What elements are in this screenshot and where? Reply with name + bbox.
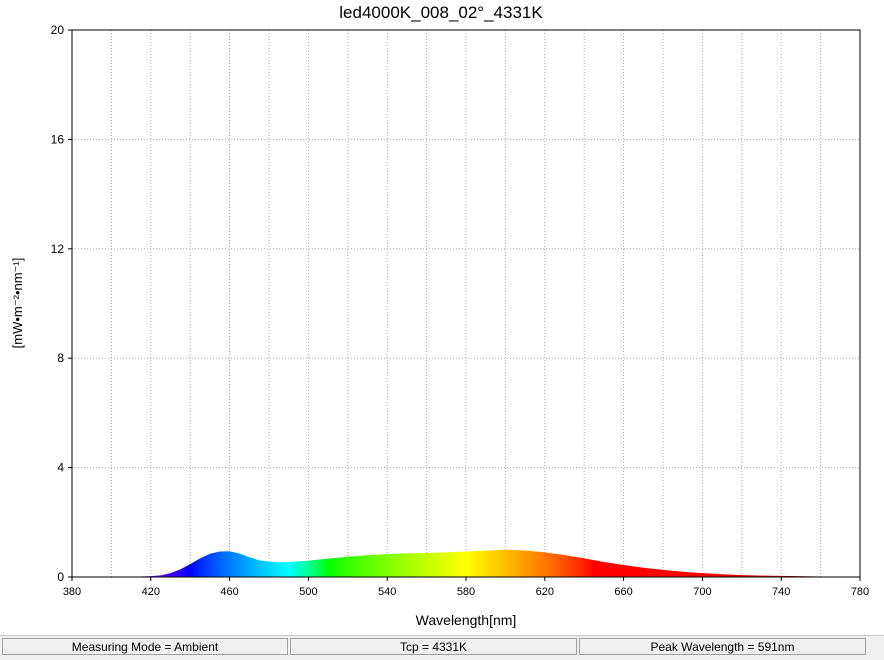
x-tick-label: 460: [220, 586, 238, 598]
y-tick-label: 16: [51, 132, 65, 146]
x-tick-label: 780: [851, 586, 869, 598]
x-tick-label: 540: [378, 586, 396, 598]
y-tick-label: 8: [57, 351, 64, 365]
y-tick-label: 12: [51, 242, 65, 256]
x-tick-label: 620: [536, 586, 554, 598]
y-axis-label: [mW•m⁻²•nm⁻¹]: [10, 258, 25, 349]
status-tcp: Tcp = 4331K: [290, 638, 577, 655]
status-bar: Measuring Mode = Ambient Tcp = 4331K Pea…: [0, 635, 884, 660]
x-tick-label: 580: [457, 586, 475, 598]
y-tick-label: 0: [57, 570, 64, 584]
grid: [72, 30, 860, 577]
x-tick-label: 740: [772, 586, 790, 598]
x-tick-label: 660: [614, 586, 632, 598]
x-tick-label: 420: [142, 586, 160, 598]
status-peak-wavelength: Peak Wavelength = 591nm: [579, 638, 866, 655]
x-tick-label: 700: [693, 586, 711, 598]
y-tick-label: 20: [51, 23, 65, 37]
x-axis-label: Wavelength[nm]: [416, 612, 517, 628]
x-tick-label: 500: [299, 586, 317, 598]
y-axis: 0 4 8 12 16 20: [51, 23, 72, 584]
spectrum-area: [72, 549, 860, 577]
status-measuring-mode: Measuring Mode = Ambient: [2, 638, 288, 655]
spectrum-chart: led4000K_008_02°_4331K 380 420 460 500 540 58…: [10, 3, 869, 628]
y-tick-label: 4: [57, 461, 64, 475]
x-axis: 380 420 460 500 540 580 620 660 700 740 780: [63, 577, 869, 598]
chart-title: led4000K_008_02°_4331K: [339, 3, 543, 22]
x-tick-label: 380: [63, 586, 81, 598]
